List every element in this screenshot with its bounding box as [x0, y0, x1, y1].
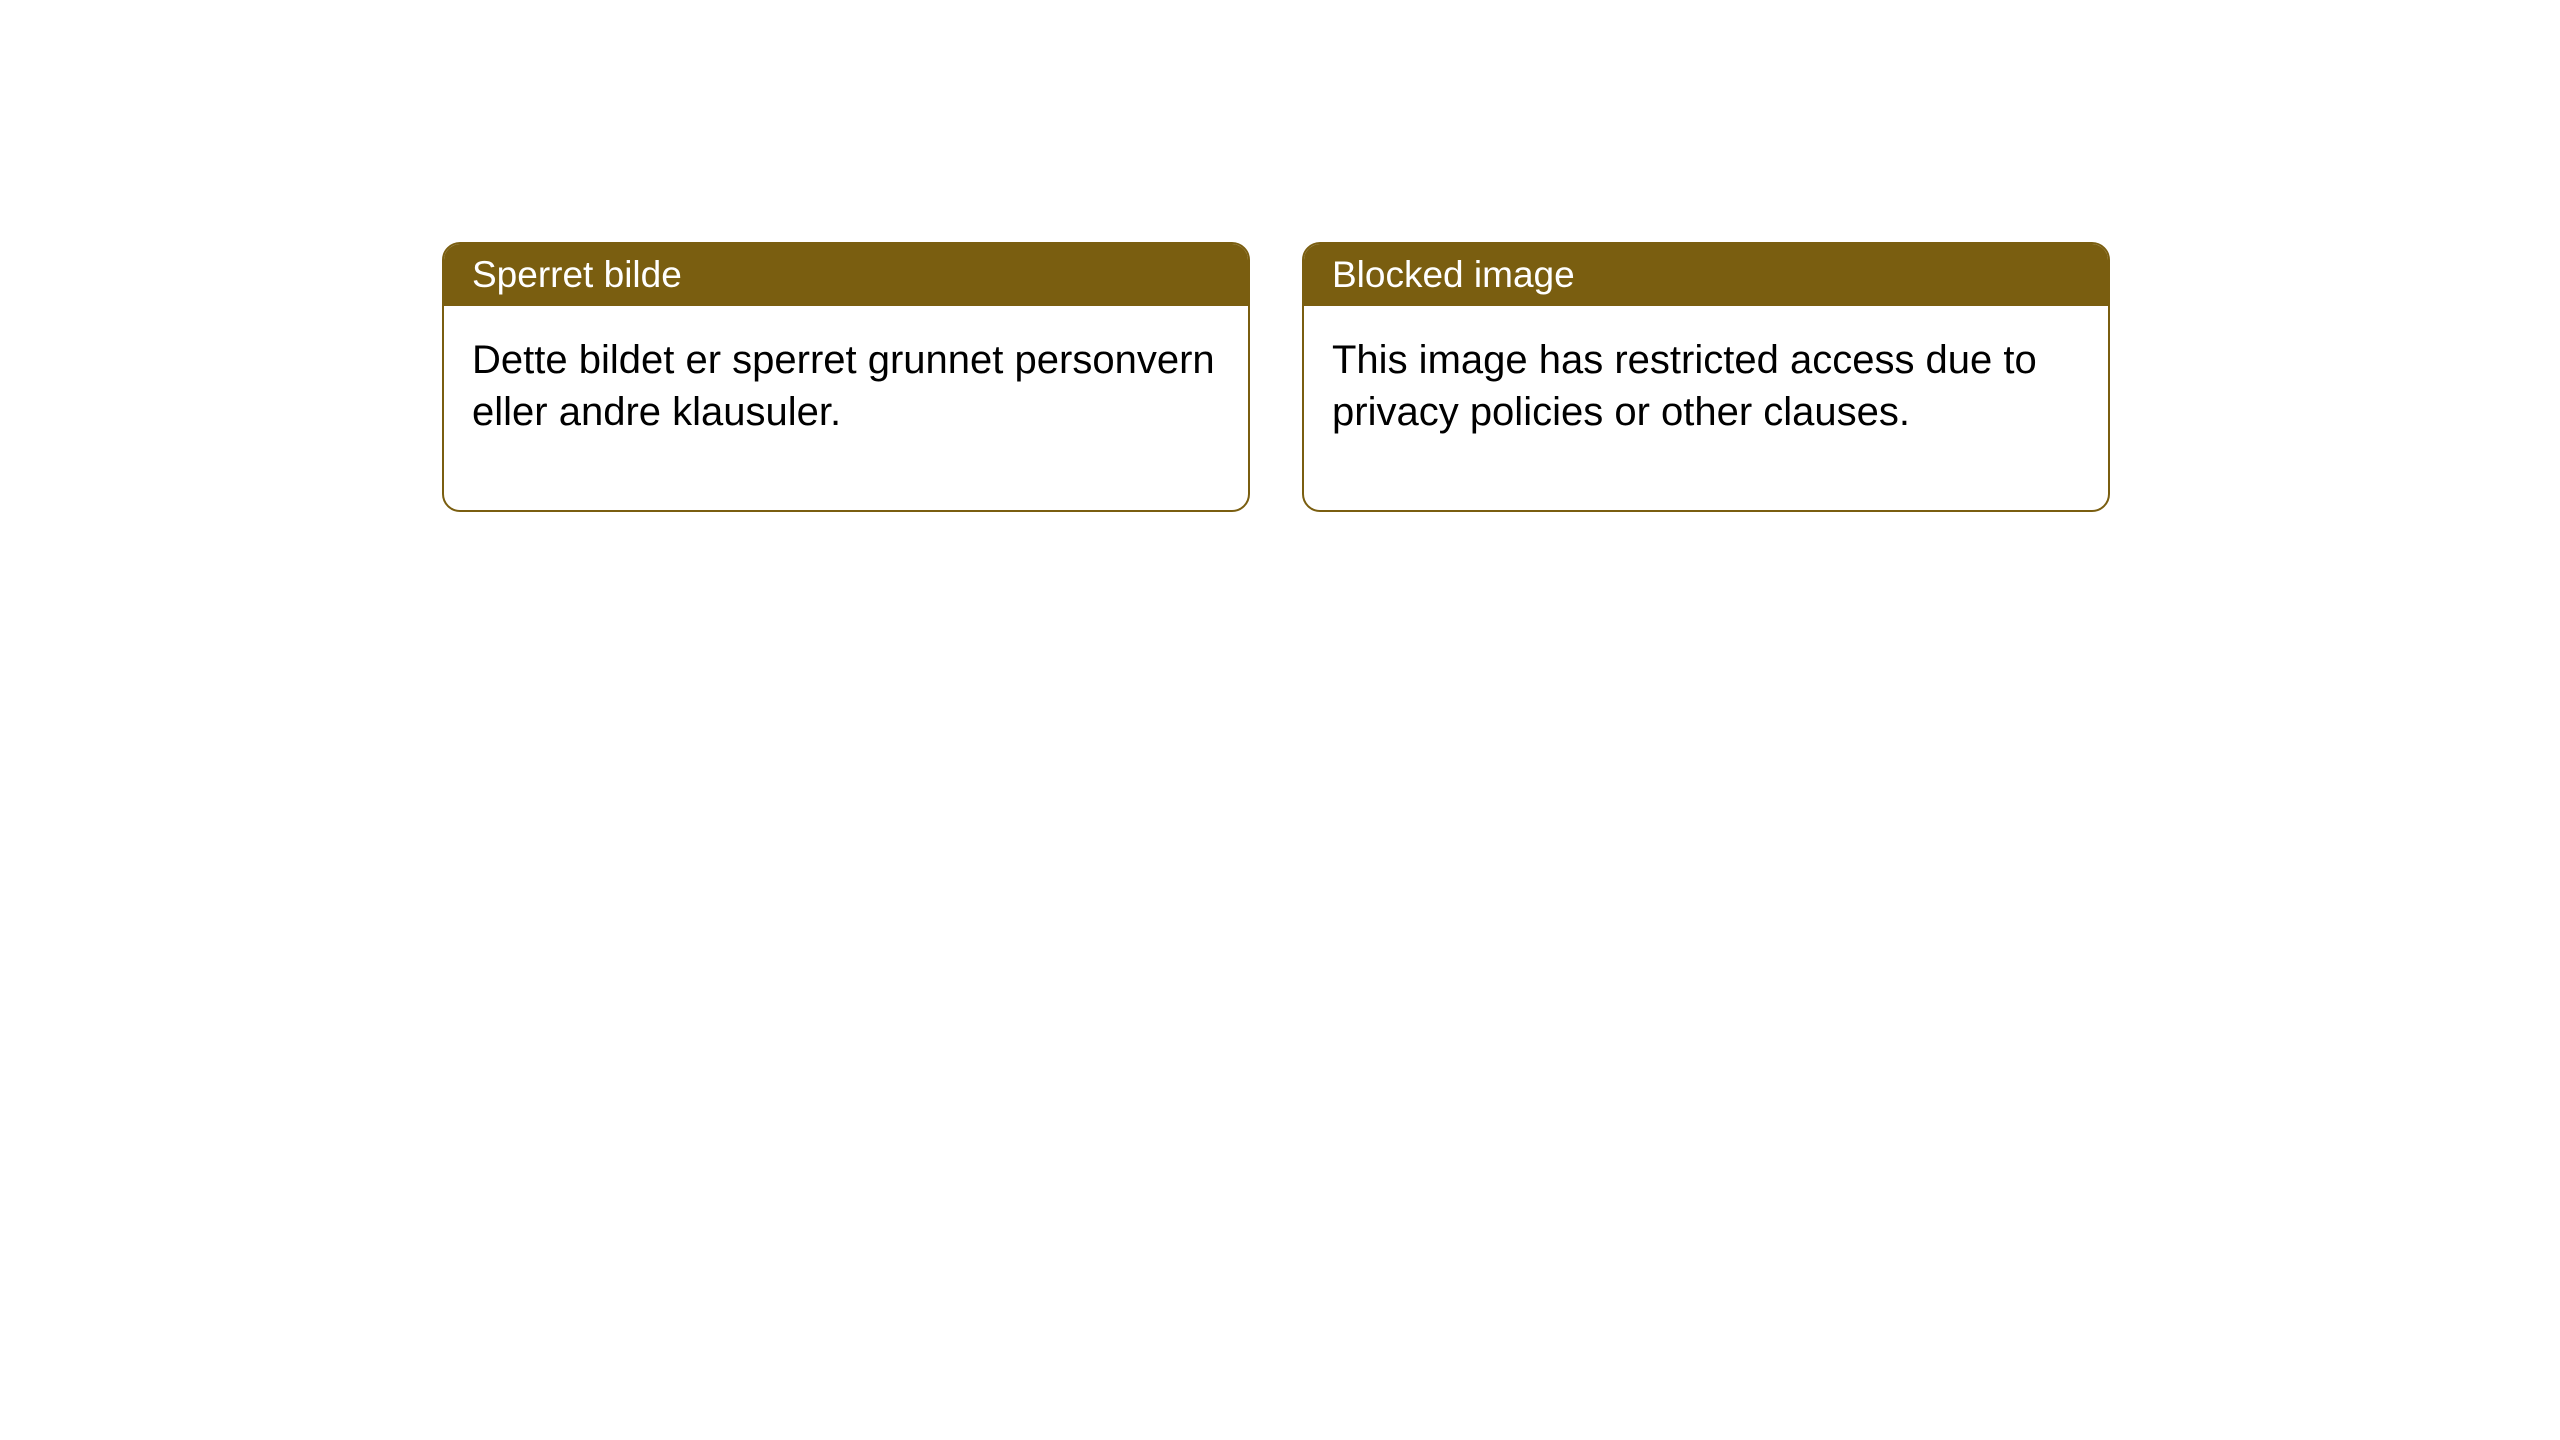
notice-title-english: Blocked image — [1332, 254, 1575, 295]
notice-header-norwegian: Sperret bilde — [444, 244, 1248, 306]
notice-message-norwegian: Dette bildet er sperret grunnet personve… — [472, 338, 1215, 434]
notice-body-english: This image has restricted access due to … — [1304, 306, 2108, 510]
notice-title-norwegian: Sperret bilde — [472, 254, 682, 295]
notice-container: Sperret bilde Dette bildet er sperret gr… — [442, 242, 2110, 512]
notice-header-english: Blocked image — [1304, 244, 2108, 306]
notice-box-norwegian: Sperret bilde Dette bildet er sperret gr… — [442, 242, 1250, 512]
notice-box-english: Blocked image This image has restricted … — [1302, 242, 2110, 512]
notice-message-english: This image has restricted access due to … — [1332, 338, 2037, 434]
notice-body-norwegian: Dette bildet er sperret grunnet personve… — [444, 306, 1248, 510]
